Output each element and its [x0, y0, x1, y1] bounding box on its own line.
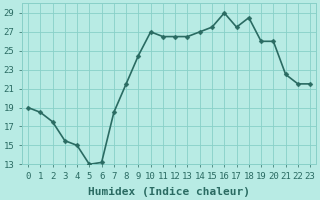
X-axis label: Humidex (Indice chaleur): Humidex (Indice chaleur): [88, 186, 250, 197]
